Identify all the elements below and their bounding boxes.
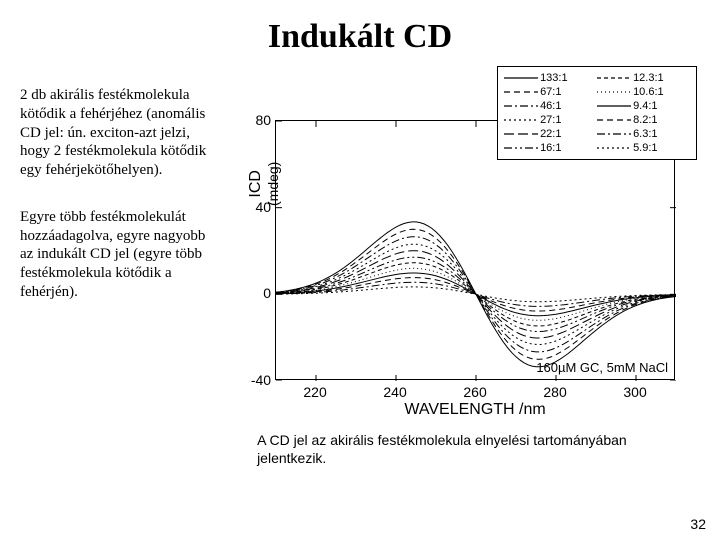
legend-item: 22:1 <box>504 127 597 141</box>
figure-caption: A CD jel az akirális festékmolekula elny… <box>227 432 700 467</box>
y-tick-label: 40 <box>231 199 271 215</box>
page-title: Indukált CD <box>0 0 720 66</box>
legend-item: 12.3:1 <box>597 71 690 85</box>
legend-item: 27:1 <box>504 113 597 127</box>
chart-legend: 133:167:146:127:122:116:1 12.3:110.6:19.… <box>497 66 697 160</box>
x-tick-label: 260 <box>455 384 495 400</box>
page-number: 32 <box>690 516 706 532</box>
right-column: 133:167:146:127:122:116:1 12.3:110.6:19.… <box>227 66 700 467</box>
legend-item: 67:1 <box>504 85 597 99</box>
legend-item: 10.6:1 <box>597 85 690 99</box>
legend-item: 9.4:1 <box>597 99 690 113</box>
y-axis-label-main: ICD <box>247 170 264 198</box>
x-tick-label: 280 <box>535 384 575 400</box>
y-tick-label: -40 <box>231 372 271 388</box>
plot-svg <box>276 121 676 381</box>
x-tick-label: 220 <box>295 384 335 400</box>
cd-spectrum-chart: 133:167:146:127:122:116:1 12.3:110.6:19.… <box>227 66 697 426</box>
left-column: 2 db akirális festékmolekula kötődik a f… <box>20 66 227 467</box>
plot-annotation: 160µM GC, 5mM NaCl <box>536 360 668 375</box>
paragraph-2: Egyre több festékmolekulát hozzáadagolva… <box>20 208 217 302</box>
legend-item: 8.2:1 <box>597 113 690 127</box>
legend-item: 46:1 <box>504 99 597 113</box>
y-tick-label: 0 <box>231 285 271 301</box>
x-tick-label: 300 <box>615 384 655 400</box>
y-tick-label: 80 <box>231 112 271 128</box>
legend-item: 16:1 <box>504 141 597 155</box>
legend-item: 6.3:1 <box>597 127 690 141</box>
paragraph-1: 2 db akirális festékmolekula kötődik a f… <box>20 86 217 180</box>
x-axis-label: WAVELENGTH /nm <box>275 401 675 419</box>
x-tick-label: 240 <box>375 384 415 400</box>
content-row: 2 db akirális festékmolekula kötődik a f… <box>0 66 720 467</box>
legend-item: 5.9:1 <box>597 141 690 155</box>
legend-item: 133:1 <box>504 71 597 85</box>
